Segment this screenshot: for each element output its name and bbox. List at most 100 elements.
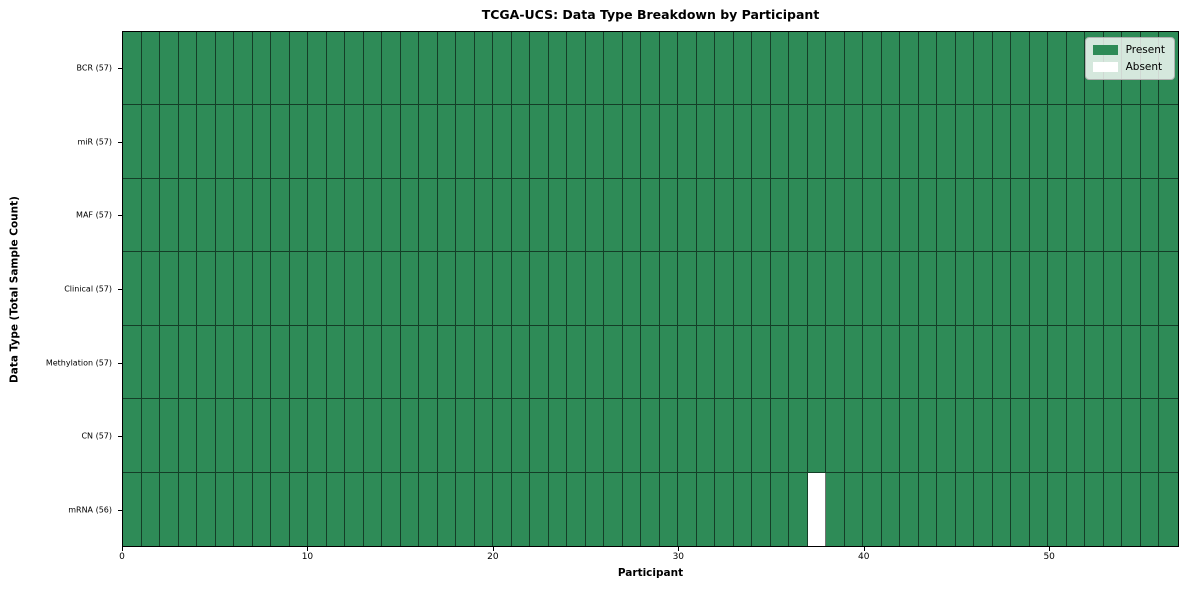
heatmap-cell [493, 399, 512, 473]
heatmap-cell [622, 178, 642, 253]
y-tick-mark [118, 215, 122, 217]
heatmap-cell [419, 472, 438, 546]
heatmap-cell [937, 252, 956, 326]
heatmap-cell [752, 399, 771, 473]
heatmap-cell [678, 178, 697, 253]
heatmap-cell [419, 32, 438, 106]
heatmap-cell [1085, 472, 1104, 546]
heatmap-cell [900, 472, 919, 546]
heatmap-cell [160, 472, 179, 546]
heatmap-cell [511, 105, 531, 179]
heatmap-cell [696, 399, 716, 473]
heatmap-cell [234, 252, 253, 326]
heatmap-cell [1122, 399, 1141, 473]
x-tick-mark [122, 547, 123, 551]
heatmap-cell [585, 399, 605, 473]
heatmap-cell [382, 325, 401, 400]
heatmap-cell [863, 32, 882, 106]
heatmap-cell [696, 472, 716, 546]
heatmap-cell [234, 399, 253, 473]
heatmap-cell [752, 105, 771, 179]
heatmap-cell [1048, 105, 1067, 179]
heatmap-cell [345, 325, 364, 400]
heatmap-cell [437, 178, 457, 253]
x-axis-label: Participant [617, 567, 684, 579]
heatmap-cell [604, 472, 623, 546]
heatmap-cell [419, 105, 438, 179]
heatmap-cell [308, 178, 327, 253]
legend-entry: Absent [1092, 61, 1165, 73]
heatmap-cell [659, 32, 679, 106]
heatmap-cell [308, 399, 327, 473]
heatmap-cell [678, 105, 697, 179]
heatmap-cell [992, 105, 1012, 179]
heatmap-cell [178, 178, 198, 253]
heatmap-cell [567, 105, 586, 179]
heatmap-cell [271, 178, 290, 253]
heatmap-cell [382, 399, 401, 473]
heatmap-cell [252, 252, 272, 326]
heatmap-cell [141, 32, 161, 106]
heatmap-cell [678, 472, 697, 546]
heatmap-cell [141, 252, 161, 326]
heatmap-cell [308, 105, 327, 179]
heatmap-cell [696, 252, 716, 326]
heatmap-cell [123, 472, 142, 546]
heatmap-cell [733, 252, 753, 326]
heatmap-cell [178, 399, 198, 473]
heatmap-cell [345, 472, 364, 546]
heatmap-cell [696, 178, 716, 253]
x-tick-label: 0 [119, 552, 125, 562]
heatmap-cell [807, 105, 827, 179]
heatmap-cell [530, 32, 549, 106]
heatmap-cell [733, 32, 753, 106]
heatmap-cell [160, 399, 179, 473]
heatmap-cell [1029, 325, 1049, 400]
heatmap-cell [715, 399, 734, 473]
heatmap-cell [622, 472, 642, 546]
heatmap-cell [881, 32, 901, 106]
chart-title: TCGA-UCS: Data Type Breakdown by Partici… [481, 7, 820, 22]
heatmap-cell [345, 105, 364, 179]
heatmap-cell [197, 325, 216, 400]
heatmap-cell [585, 178, 605, 253]
heatmap-cell [678, 399, 697, 473]
y-tick-mark [118, 289, 122, 290]
y-tick-mark [118, 141, 122, 143]
heatmap-cell [123, 399, 142, 473]
heatmap-cell [826, 32, 845, 106]
heatmap-cell [1066, 325, 1086, 400]
heatmap-cell [363, 325, 383, 400]
heatmap-cell [678, 32, 697, 106]
heatmap-cell [770, 252, 790, 326]
heatmap-cell [252, 472, 272, 546]
heatmap-cell [992, 252, 1012, 326]
heatmap-cell [789, 105, 808, 179]
heatmap-cell [178, 252, 198, 326]
heatmap-cell [1159, 178, 1178, 253]
heatmap-cell [585, 105, 605, 179]
heatmap-cell [844, 105, 864, 179]
heatmap-cell [752, 472, 771, 546]
heatmap-cell [197, 472, 216, 546]
heatmap-cell [974, 105, 993, 179]
heatmap-cell [955, 105, 975, 179]
y-tick-mark [118, 510, 122, 512]
heatmap-cell [659, 472, 679, 546]
heatmap-cell [252, 178, 272, 253]
legend-label: Present [1125, 44, 1165, 56]
heatmap-cell [955, 325, 975, 400]
heatmap-cell [844, 472, 864, 546]
heatmap-cell [863, 105, 882, 179]
x-tick-label: 50 [1043, 552, 1055, 562]
heatmap-cell [215, 105, 235, 179]
heatmap-cell [271, 105, 290, 179]
heatmap-cell [826, 325, 845, 400]
heatmap-cell [511, 32, 531, 106]
heatmap-cell [659, 105, 679, 179]
heatmap-cell [437, 105, 457, 179]
heatmap-cell [807, 178, 827, 253]
heatmap-cell [641, 178, 660, 253]
heatmap-cell [234, 325, 253, 400]
y-tick-label: CN (57) [81, 431, 112, 441]
